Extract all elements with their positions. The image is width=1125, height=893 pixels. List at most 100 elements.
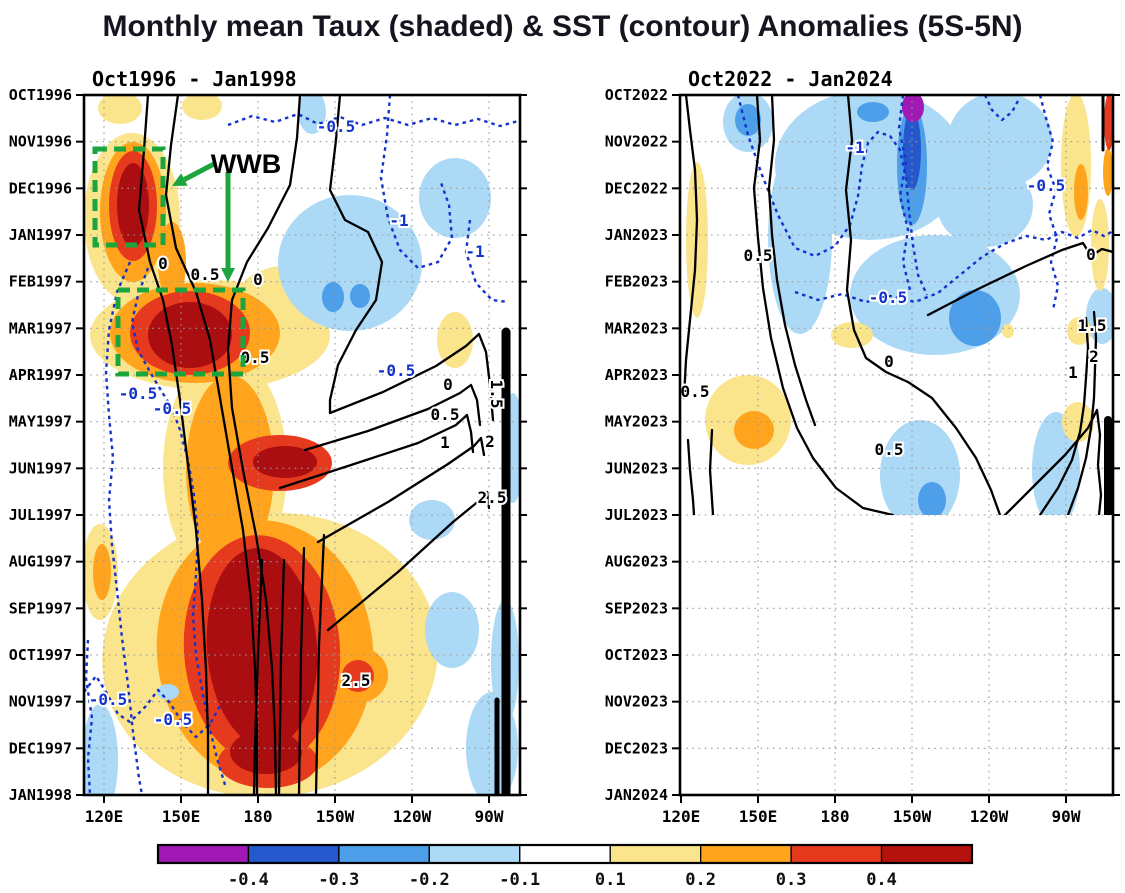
y-axis-label: SEP1997 [9,599,72,617]
svg-text:-0.5: -0.5 [154,710,193,729]
wwb-arrowhead [172,173,188,186]
wwb-arrowhead [221,268,235,282]
svg-text:-0.5: -0.5 [317,117,356,136]
svg-text:-1: -1 [389,211,408,230]
svg-text:0.5: 0.5 [875,440,904,459]
x-axis-label: 150W [316,807,355,826]
x-axis-label: 180 [244,807,273,826]
colorbar-cell [247,844,340,864]
wwb-highlight-box [92,146,166,248]
y-axis-label: NOV1997 [9,693,72,711]
y-axis-label: DEC1996 [9,179,72,197]
wwb-highlight-box [115,287,246,377]
colorbar-cell [338,844,430,864]
panel-2022-2024-title: Oct2022 - Jan2024 [688,67,893,91]
y-axis-label: MAR2023 [605,319,668,337]
panel-1996-1998-axes: OCT1996 NOV1996 DEC1996 JAN1997 FEB1997 MAR19… [9,86,527,826]
x-axis-label: 150E [739,807,778,826]
colorbar-cell [157,844,250,864]
x-axis-label: 120W [393,807,432,826]
panel-1996-1998: 00.5 00.500.51 22.51.52.5-0.5-1-1-0.5-0.5-… [9,67,527,826]
svg-text:0.5: 0.5 [241,348,270,367]
svg-text:-0.5: -0.5 [1027,176,1066,195]
y-axis-label: MAY1997 [9,413,72,431]
y-axis-label: OCT2023 [605,646,668,664]
colorbar-cell [790,844,883,864]
svg-text:-0.5: -0.5 [119,384,158,403]
y-axis-label: APR2023 [605,366,668,384]
y-axis-label: SEP2023 [605,599,668,617]
svg-text:0: 0 [443,375,453,394]
y-axis-label: JUN1997 [9,459,72,477]
panel-1996-1998-contours [84,95,519,795]
panel-2022-2024-contour-labels: 0.5 0.5 0 0.5 0 1.5 21 -1 -0.5 -0.5 [679,136,1109,461]
svg-text:1: 1 [1068,363,1078,382]
panel-2022-2024: 0.5 0.5 0 0.5 0 1.5 21 -1 -0.5 -0.5 OCT2022 NOV2022… [605,67,1120,826]
y-axis-label: JAN2024 [605,786,668,804]
y-axis-label: OCT1997 [9,646,72,664]
panel-2022-2024-axes: OCT2022 NOV2022 DEC2022 JAN2023 FEB2023 MAR20… [605,86,1120,826]
x-axis-label: 120E [662,807,701,826]
x-axis-label: 120W [970,807,1009,826]
x-axis-label: 90W [475,807,504,826]
y-axis-label: AUG1997 [9,553,72,571]
y-axis-label: MAY2023 [605,413,668,431]
y-axis-label: NOV1996 [9,133,72,151]
svg-text:-0.5: -0.5 [153,399,192,418]
svg-text:-1: -1 [465,242,484,261]
figure-title: Monthly mean Taux (shaded) & SST (contou… [102,10,1023,43]
y-axis-label: NOV2022 [605,133,668,151]
colorbar-cell [700,844,792,864]
y-axis-label: MAR1997 [9,319,72,337]
y-axis-label: JUL1997 [9,506,72,524]
y-axis-label: APR1997 [9,366,72,384]
panel-2022-2024-contours [682,95,1113,515]
x-axis-label: 150E [162,807,201,826]
svg-text:1: 1 [440,433,450,452]
panel-1996-1998-shading [84,95,520,795]
svg-text:0.5: 0.5 [681,382,710,401]
x-axis-label: 180 [821,807,850,826]
y-axis-label: AUG2023 [605,553,668,571]
panel-1996-1998-title: Oct1996 - Jan1998 [92,67,297,91]
colorbar: -0.4 -0.3 -0.2 -0.1 0.1 0.2 0.3 0.4 [156,843,974,890]
svg-text:0: 0 [1086,245,1096,264]
colorbar-cell [609,844,702,864]
svg-text:-0.5: -0.5 [377,361,416,380]
y-axis-label: DEC2023 [605,739,668,757]
y-axis-label: NOV2023 [605,693,668,711]
colorbar-label: 0.4 [866,870,897,890]
svg-text:1.5: 1.5 [1078,316,1107,335]
colorbar-cell [880,844,973,864]
wwb-label: WWB [211,149,281,179]
svg-text:0: 0 [884,352,894,371]
x-axis-label: 120E [85,807,124,826]
colorbar-label: 0.1 [595,870,626,890]
y-axis-label: JAN1997 [9,226,72,244]
wwb-annotations: WWB [92,146,281,377]
colorbar-label: -0.2 [409,870,450,890]
y-axis-label: OCT1996 [9,86,72,104]
svg-text:1.5: 1.5 [487,380,506,409]
y-axis-label: DEC1997 [9,739,72,757]
colorbar-cell [428,844,521,864]
svg-text:2.5: 2.5 [478,488,507,507]
x-axis-label: 90W [1052,807,1081,826]
colorbar-label: -0.3 [318,870,359,890]
svg-text:-1: -1 [845,138,864,157]
colorbar-label: -0.4 [228,870,269,890]
svg-text:2: 2 [1089,347,1099,366]
x-axis-label: 150W [893,807,932,826]
colorbar-label: 0.3 [776,870,807,890]
svg-text:0: 0 [253,270,263,289]
svg-text:-0.5: -0.5 [89,690,128,709]
y-axis-label: DEC2022 [605,179,668,197]
y-axis-label: JAN2023 [605,226,668,244]
svg-text:2.5: 2.5 [342,671,371,690]
panel-2022-2024-gridlines [680,95,1113,795]
colorbar-label: 0.2 [685,870,716,890]
svg-text:-0.5: -0.5 [869,288,908,307]
y-axis-label: OCT2022 [605,86,668,104]
